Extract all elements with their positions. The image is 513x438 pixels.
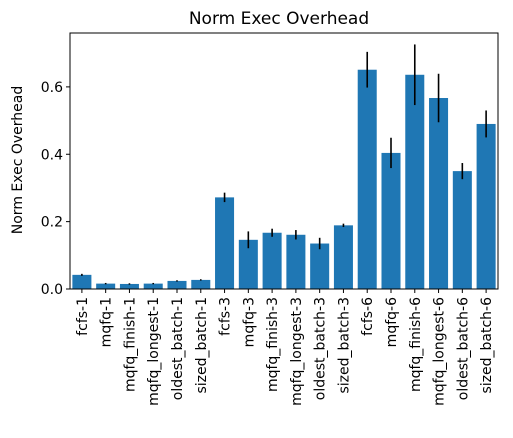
bar-mqfq_finish-3 (262, 232, 282, 289)
bar-fcfs-1 (72, 274, 92, 289)
plot-frame (69, 32, 499, 290)
bar-sized_batch-6 (476, 123, 496, 289)
y-tick-label: 0.4 (41, 147, 63, 163)
y-axis-ticks: 0.0 0.2 0.4 0.6 (41, 80, 70, 298)
y-tick-label: 0.0 (41, 282, 63, 298)
y-axis-label: Norm Exec Overhead (10, 86, 26, 234)
x-tick-label: mqfq-1 (99, 297, 115, 347)
bar-mqfq_longest-3 (286, 234, 306, 289)
bars-group (72, 69, 496, 290)
bar-mqfq-1 (96, 283, 116, 289)
x-tick-label: mqfq-6 (384, 297, 400, 347)
bar-mqfq_finish-1 (119, 283, 139, 289)
bar-mqfq_longest-6 (429, 98, 449, 289)
bar-mqfq-3 (238, 239, 258, 289)
x-axis-ticks: fcfs-1 mqfq-1 mqfq_finish-1 mqfq_longest-1 o… (75, 289, 495, 406)
x-tick-label: fcfs-3 (218, 297, 234, 336)
bar-oldest_batch-1 (167, 280, 187, 289)
y-tick-label: 0.2 (41, 215, 63, 231)
bar-oldest_batch-3 (310, 243, 330, 289)
bar-sized_batch-1 (191, 279, 211, 289)
x-tick-label: fcfs-6 (360, 297, 376, 336)
x-tick-label: oldest_batch-6 (455, 297, 471, 400)
chart-title: Norm Exec Overhead (189, 9, 369, 29)
bar-mqfq-6 (381, 152, 401, 289)
x-tick-label: oldest_batch-1 (170, 297, 186, 400)
y-tick-label: 0.6 (41, 80, 63, 96)
x-tick-label: sized_batch-1 (194, 297, 210, 394)
x-tick-label: mqfq_finish-6 (408, 297, 424, 392)
x-tick-label: mqfq-3 (241, 297, 257, 347)
error-bars-group (81, 44, 487, 285)
bar-mqfq_longest-1 (143, 283, 163, 289)
x-tick-label: mqfq_longest-1 (146, 297, 162, 406)
x-tick-label: mqfq_longest-6 (432, 297, 448, 406)
x-tick-label: mqfq_finish-1 (122, 297, 138, 392)
x-tick-label: mqfq_finish-3 (265, 297, 281, 392)
x-tick-label: oldest_batch-3 (313, 297, 329, 400)
bar-sized_batch-3 (333, 225, 353, 289)
x-tick-label: fcfs-1 (75, 297, 91, 336)
x-tick-label: mqfq_longest-3 (289, 297, 305, 406)
bar-mqfq_finish-6 (405, 74, 425, 290)
x-tick-label: sized_batch-3 (336, 297, 352, 394)
bar-fcfs-6 (357, 69, 377, 289)
bar-fcfs-3 (215, 197, 235, 289)
bar-oldest_batch-6 (452, 171, 472, 289)
x-tick-label: sized_batch-6 (479, 297, 495, 394)
